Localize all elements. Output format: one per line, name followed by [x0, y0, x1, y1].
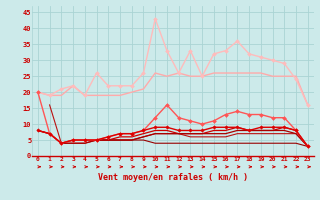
X-axis label: Vent moyen/en rafales ( km/h ): Vent moyen/en rafales ( km/h ) — [98, 173, 248, 182]
